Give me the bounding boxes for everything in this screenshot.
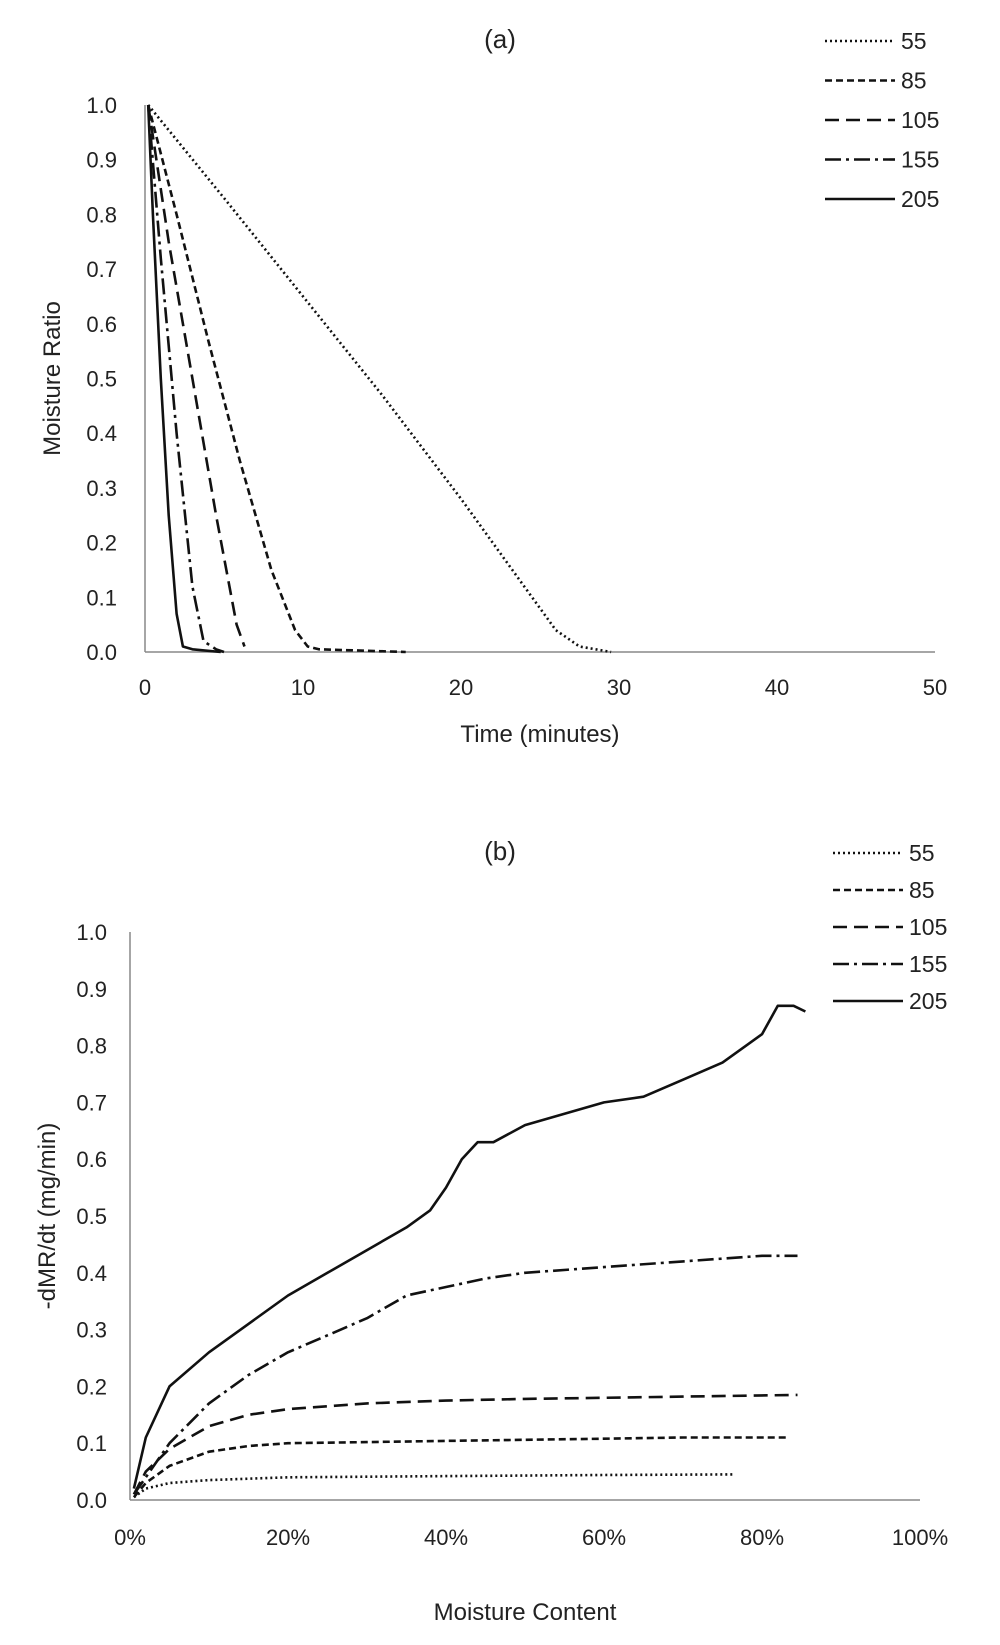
chart-panel-b: (b) 0.0 0.1 0.2 0.3 0.4 0.5 0.6 0.7 0.8 0.9 1.0 0% 20… [34, 836, 948, 1626]
x-tick-label: 30 [607, 675, 631, 700]
y-tick-label: 0.8 [86, 202, 117, 227]
y-tick-label: 0.0 [76, 1488, 107, 1513]
x-tick-label: 50 [923, 675, 947, 700]
series-line-55 [133, 1473, 735, 1499]
y-tick-label: 0.2 [76, 1374, 107, 1399]
legend-label: 205 [909, 988, 947, 1014]
legend-label: 105 [901, 107, 939, 133]
x-axis-title: Moisture Content [434, 1599, 617, 1626]
series-line-205 [132, 1004, 806, 1489]
y-tick-label: 0.0 [86, 640, 117, 665]
y-axis-title: Moisture Ratio [39, 301, 66, 456]
legend-label: 105 [909, 914, 947, 940]
y-tick-label: 0.6 [86, 312, 117, 337]
y-tick-label: 0.1 [86, 585, 117, 610]
y-tick-label: 0.3 [86, 476, 117, 501]
x-tick-label: 20% [266, 1525, 310, 1550]
y-tick-label: 0.9 [76, 977, 107, 1002]
series-line-205 [146, 104, 221, 654]
x-tick-label: 40 [765, 675, 789, 700]
x-tick-label: 20 [449, 675, 473, 700]
legend-label: 155 [901, 147, 939, 173]
x-tick-label: 100% [892, 1525, 948, 1550]
series-line-85 [132, 1436, 790, 1499]
y-tick-label: 0.2 [86, 531, 117, 556]
x-tick-label: 0% [114, 1525, 146, 1550]
series-line-105 [146, 104, 246, 647]
y-tick-label: 0.1 [76, 1431, 107, 1456]
chart-title: (b) [484, 836, 516, 866]
y-tick-label: 0.8 [76, 1034, 107, 1059]
y-tick-label: 0.5 [86, 367, 117, 392]
y-tick-label: 0.4 [86, 421, 117, 446]
x-tick-label: 0 [139, 675, 151, 700]
x-tick-label: 60% [582, 1525, 626, 1550]
x-axis-title: Time (minutes) [460, 721, 619, 748]
legend-label: 55 [909, 840, 935, 866]
series-line-155 [132, 1254, 798, 1496]
x-tick-label: 40% [424, 1525, 468, 1550]
legend-label: 205 [901, 186, 939, 212]
y-tick-label: 0.7 [86, 257, 117, 282]
series-line-85 [146, 104, 406, 654]
y-tick-label: 1.0 [76, 920, 107, 945]
x-tick-label: 80% [740, 1525, 784, 1550]
series-line-155 [146, 104, 225, 654]
legend-label: 155 [909, 951, 947, 977]
series-line-55 [147, 104, 612, 654]
y-tick-label: 1.0 [86, 93, 117, 118]
legend-label: 55 [901, 28, 927, 54]
y-tick-label: 0.3 [76, 1318, 107, 1343]
series-line-105 [132, 1393, 798, 1495]
y-tick-label: 0.6 [76, 1147, 107, 1172]
legend-label: 85 [901, 68, 927, 94]
x-tick-label: 10 [291, 675, 315, 700]
y-tick-label: 0.4 [76, 1261, 107, 1286]
y-tick-label: 0.7 [76, 1090, 107, 1115]
chart-panel-a: (a) 0.0 0.1 0.2 0.3 0.4 0.5 0.6 0.7 0.8 0.9 1.0 0 10 2… [39, 24, 947, 748]
chart-title: (a) [484, 24, 516, 54]
y-tick-label: 0.5 [76, 1204, 107, 1229]
y-axis-title: -dMR/dt (mg/min) [34, 1123, 61, 1310]
y-tick-label: 0.9 [86, 148, 117, 173]
legend-label: 85 [909, 877, 935, 903]
